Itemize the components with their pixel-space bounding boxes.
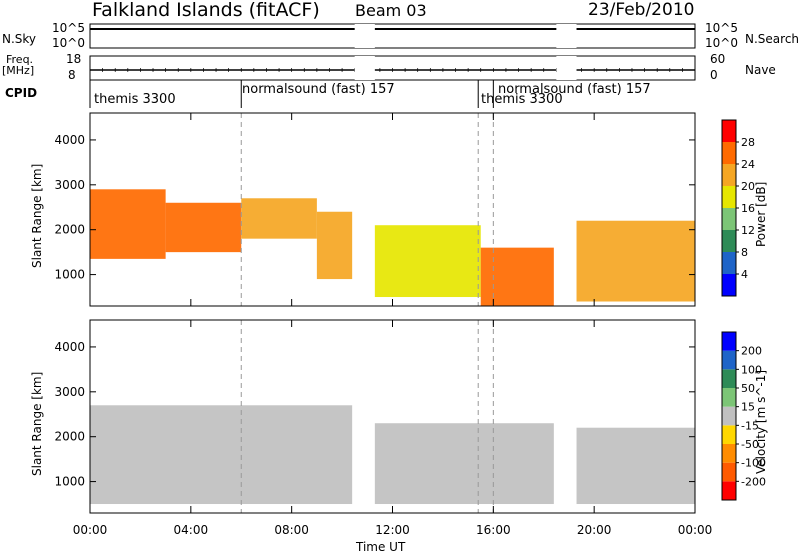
nsearch-tick-top: 10^5 <box>705 21 738 35</box>
power-panel-band-2 <box>165 202 242 253</box>
velocity-colorbar-swatch-1 <box>722 481 736 500</box>
beam-title: Beam 03 <box>355 1 427 20</box>
freq-tick-top: 18 <box>66 52 82 66</box>
velocity-colorbar-label: Velocity [m s^-1] <box>754 369 768 474</box>
x-tick-label: 08:00 <box>274 523 309 537</box>
velocity-colorbar-swatch-2 <box>722 462 736 482</box>
velocity-colorbar-swatch-3 <box>722 444 736 463</box>
velocity-colorbar-tick-label: 15 <box>741 401 755 414</box>
velocity-colorbar-swatch-8 <box>722 350 736 370</box>
x-tick-label: 04:00 <box>174 523 209 537</box>
power-colorbar-tick-label: 20 <box>741 180 755 193</box>
power-colorbar-swatch-4 <box>722 208 736 230</box>
power-panel-y-tick-label: 3000 <box>54 178 85 192</box>
velocity-colorbar-swatch-6 <box>722 388 736 407</box>
power-panel-band-1 <box>90 189 166 259</box>
velocity-colorbar-frame <box>721 331 737 501</box>
freq-tick-bottom: 8 <box>68 68 76 82</box>
power-panel-y-tick-label: 4000 <box>54 133 85 147</box>
velocity-colorbar-tick-label: 100 <box>741 363 762 376</box>
x-tick-label: 00:00 <box>73 523 108 537</box>
power-panel-band-3 <box>241 198 317 239</box>
power-colorbar-tick-label: 8 <box>741 246 748 259</box>
nsky-tick-bottom: 10^0 <box>52 36 85 50</box>
velocity-colorbar-tick-label: 50 <box>741 382 755 395</box>
velocity-colorbar-swatch-7 <box>722 369 736 388</box>
nave-tick-bottom: 0 <box>710 68 718 82</box>
velocity-panel-band-3 <box>576 427 695 505</box>
power-colorbar-tick-label: 24 <box>741 158 755 171</box>
nsky-label: N.Sky <box>2 32 37 46</box>
x-tick-label: 12:00 <box>375 523 410 537</box>
power-colorbar-swatch-3 <box>722 230 736 252</box>
freq-label: Freq. <box>6 53 34 66</box>
x-tick-label: 00:00 <box>678 523 713 537</box>
power-colorbar-label: Power [dB] <box>754 181 768 247</box>
cpid-segment-4: normalsound (fast) 157 <box>498 82 651 97</box>
power-panel-band-4 <box>316 211 353 280</box>
nave-tick-top: 60 <box>710 52 726 66</box>
x-axis-label: Time UT <box>356 540 406 554</box>
velocity-colorbar-tick-label: 200 <box>741 345 762 358</box>
power-colorbar-swatch-1 <box>722 274 736 296</box>
cpid-segment-1: themis 3300 <box>94 92 176 107</box>
velocity-panel-band-1 <box>90 405 353 505</box>
velocity-panel-y-tick-label: 2000 <box>54 430 85 444</box>
y-axis-label-power: Slant Range [km] <box>30 163 44 268</box>
velocity-colorbar-tick-label: -200 <box>741 475 766 488</box>
y-axis-label-velocity: Slant Range [km] <box>30 371 44 476</box>
velocity-colorbar-tick-label: -15 <box>741 419 759 432</box>
cpid-label: CPID <box>5 86 38 100</box>
nsky-tick-top: 10^5 <box>52 21 85 35</box>
velocity-panel-y-tick-label: 4000 <box>54 340 85 354</box>
date-title: 23/Feb/2010 <box>588 0 695 20</box>
nave-label: Nave <box>745 63 776 77</box>
velocity-colorbar-tick-label: -100 <box>741 457 766 470</box>
power-colorbar-swatch-2 <box>722 252 736 274</box>
power-colorbar-swatch-8 <box>722 120 736 142</box>
freq-gap-1 <box>354 56 375 80</box>
velocity-colorbar-swatch-9 <box>722 332 736 351</box>
nsky-gap-1 <box>354 24 375 48</box>
station-title: Falkland Islands (fitACF) <box>92 0 320 21</box>
cpid-segment-2: normalsound (fast) 157 <box>242 82 395 97</box>
power-colorbar-tick-label: 16 <box>741 202 755 215</box>
velocity-panel-y-tick-label: 1000 <box>54 475 85 489</box>
power-colorbar-tick-label: 12 <box>741 224 755 237</box>
power-panel-band-7 <box>576 220 695 302</box>
power-colorbar-swatch-7 <box>722 142 736 164</box>
x-tick-label: 16:00 <box>476 523 511 537</box>
velocity-colorbar-tick-label: -50 <box>741 438 759 451</box>
freq-unit: [MHz] <box>2 64 35 77</box>
power-panel-y-tick-label: 1000 <box>54 268 85 282</box>
freq-gap-2 <box>556 56 577 80</box>
velocity-colorbar-swatch-4 <box>722 425 736 444</box>
power-panel-y-tick-label: 2000 <box>54 223 85 237</box>
power-colorbar-tick-label: 28 <box>741 136 755 149</box>
power-colorbar-tick-label: 4 <box>741 268 748 281</box>
cpid-segment-3: themis 3300 <box>481 92 563 107</box>
x-tick-label: 20:00 <box>577 523 612 537</box>
power-colorbar-swatch-6 <box>722 164 736 186</box>
nsky-panel-frame <box>89 23 696 49</box>
nsearch-tick-bottom: 10^0 <box>705 36 738 50</box>
velocity-colorbar-swatch-5 <box>722 406 736 426</box>
velocity-panel-band-2 <box>374 423 554 505</box>
power-panel-band-5 <box>374 225 481 298</box>
nsearch-label: N.Search <box>745 32 800 46</box>
nsky-gap-2 <box>556 24 577 48</box>
power-colorbar-swatch-5 <box>722 186 736 208</box>
velocity-panel-y-tick-label: 3000 <box>54 385 85 399</box>
power-panel-band-6 <box>480 247 554 306</box>
